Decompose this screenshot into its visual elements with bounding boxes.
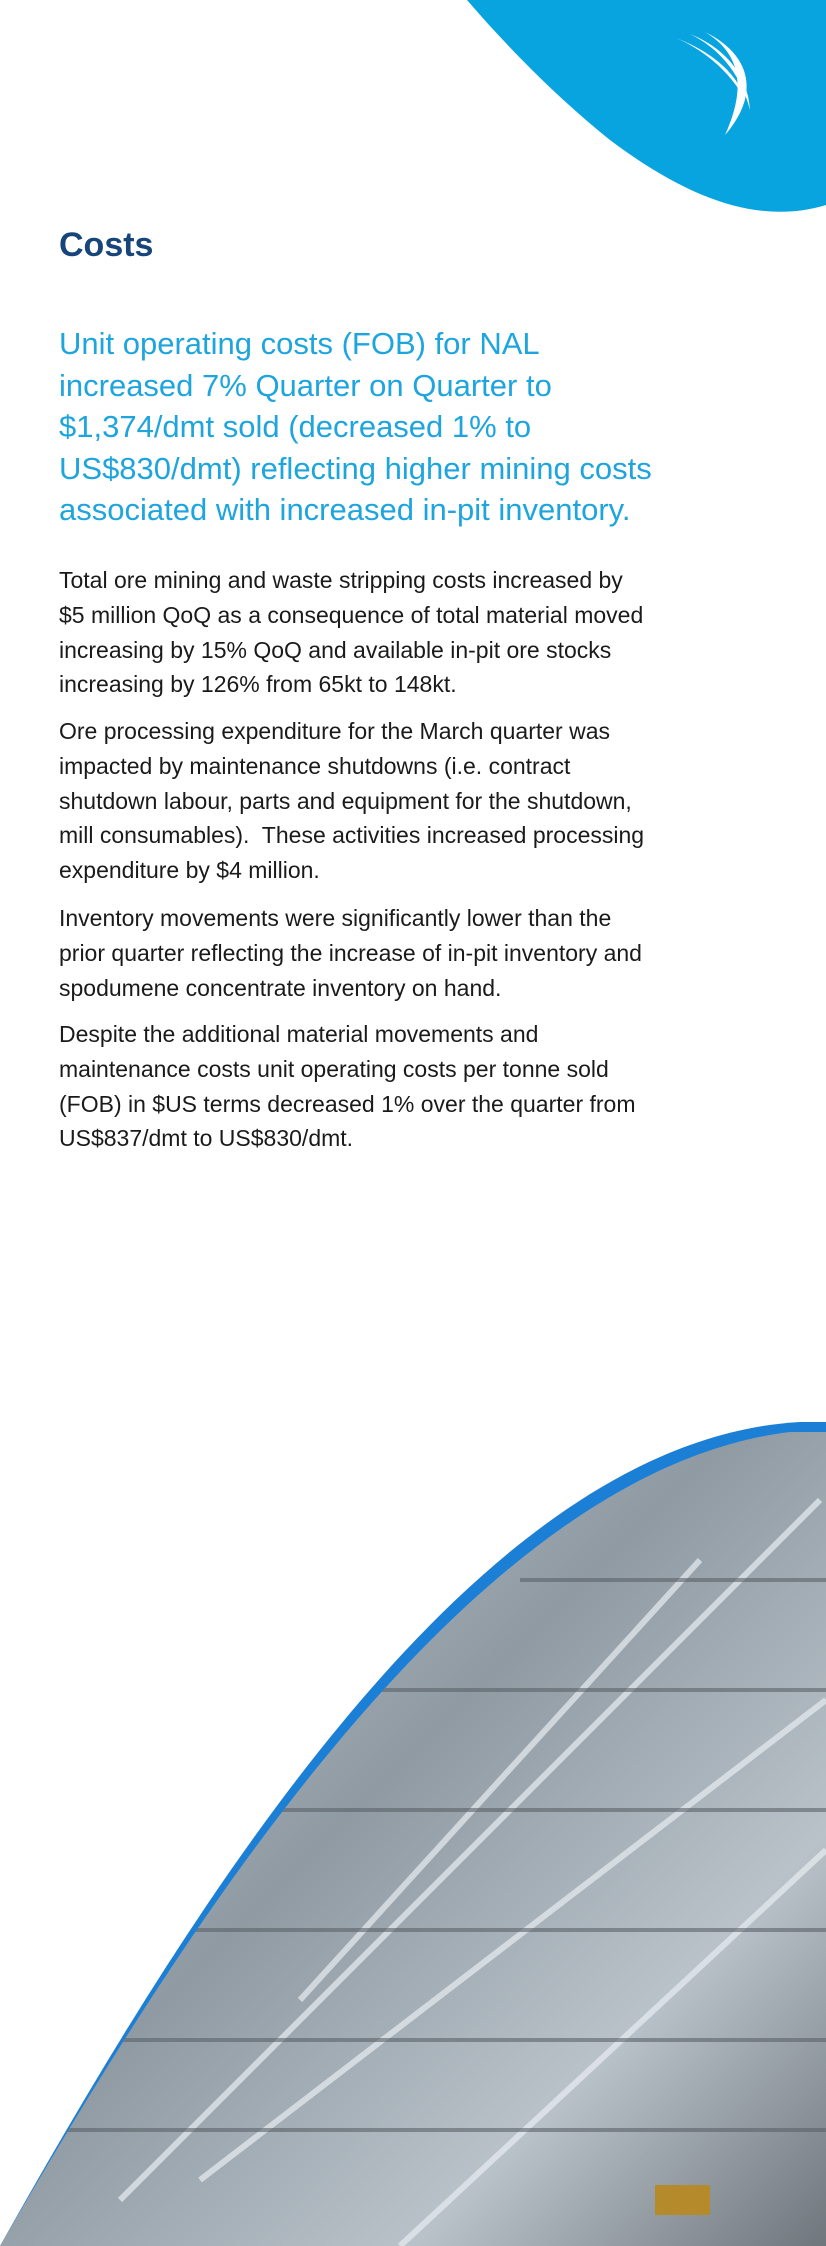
lead-line: US$830/dmt) reflecting higher mining cos… [59,448,652,490]
paragraph-line: Ore processing expenditure for the March… [59,714,610,748]
lead-line: $1,374/dmt sold (decreased 1% to [59,406,531,448]
paragraph-line: shutdown labour, parts and equipment for… [59,784,632,818]
heading: Costs [59,226,153,265]
lead-line: Unit operating costs (FOB) for NAL [59,323,540,365]
paragraph-line: Despite the additional material movement… [59,1017,538,1051]
header-swoosh [467,0,826,212]
lead-line: associated with increased in-pit invento… [59,489,631,531]
paragraph-line: spodumene concentrate inventory on hand. [59,971,501,1005]
paragraph-line: mill consumables). These activities incr… [59,818,644,852]
paragraph-line: US$837/dmt to US$830/dmt. [59,1121,353,1155]
paragraph-line: Inventory movements were significantly l… [59,901,611,935]
paragraph-line: increasing by 15% QoQ and available in-p… [59,633,611,667]
paragraph-line: (FOB) in $US terms decreased 1% over the… [59,1087,636,1121]
paragraph-line: Total ore mining and waste stripping cos… [59,563,623,597]
paragraph-line: impacted by maintenance shutdowns (i.e. … [59,749,570,783]
quarry-photo [0,1420,826,2246]
lead-line: increased 7% Quarter on Quarter to [59,365,552,407]
page: Costs Unit operating costs (FOB) for NAL… [0,0,826,2246]
paragraph-line: maintenance costs unit operating costs p… [59,1052,609,1086]
paragraph-line: prior quarter reflecting the increase of… [59,936,642,970]
paragraph-line: increasing by 126% from 65kt to 148kt. [59,667,457,701]
paragraph-line: expenditure by $4 million. [59,853,320,887]
paragraph-line: $5 million QoQ as a consequence of total… [59,598,643,632]
